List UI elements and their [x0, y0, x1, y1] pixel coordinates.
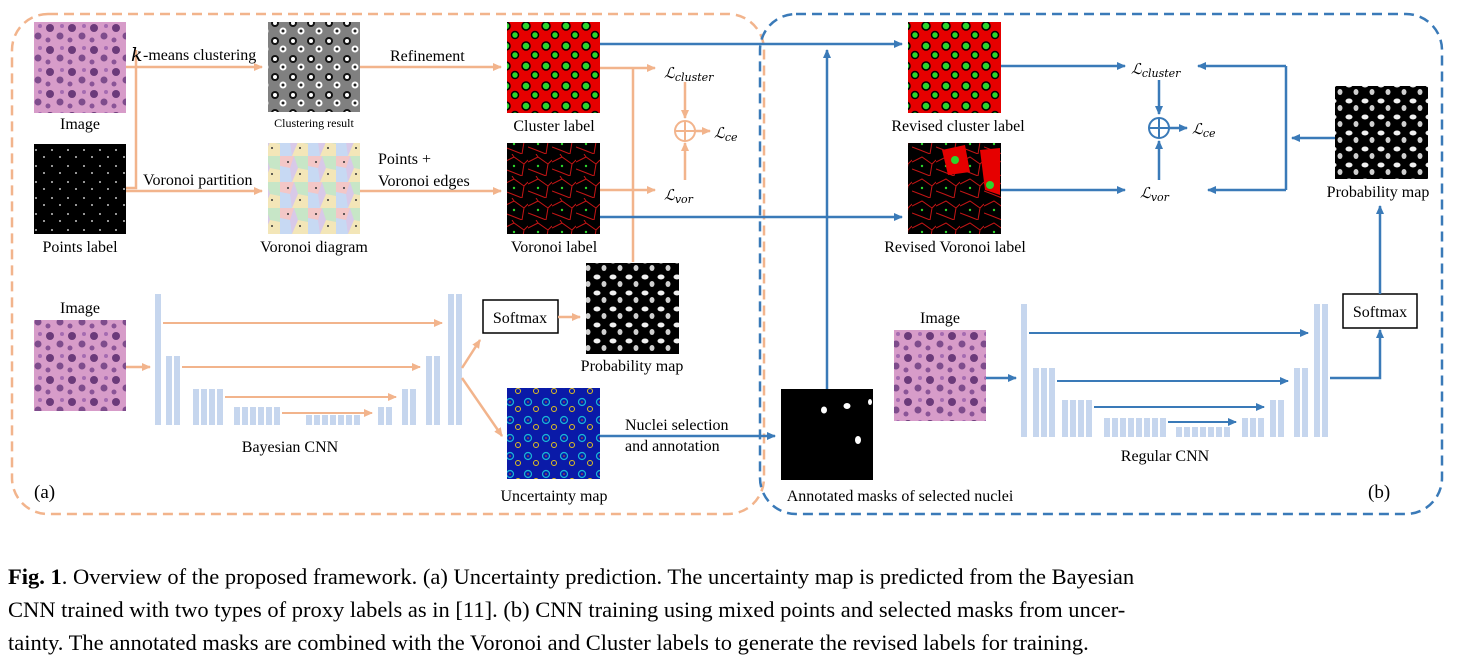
points-plus-label: Points + [378, 151, 431, 168]
voronoi-label-caption: Voronoi label [511, 239, 598, 256]
voronoi-diagram-label: Voronoi diagram [260, 239, 368, 256]
nuclei-selection-label: Nuclei selection [625, 417, 729, 434]
input-image-bottom [34, 320, 126, 411]
refinement-label: Refinement [390, 48, 465, 65]
voronoi-diagram-image [268, 143, 360, 234]
revised-voronoi-regions [942, 145, 1000, 195]
input-image-top [34, 22, 126, 113]
loss-cluster-b: ℒcluster [1131, 60, 1181, 80]
voronoi-partition-label: Voronoi partition [143, 172, 252, 189]
regular-cnn-label: Regular CNN [1121, 448, 1210, 465]
probability-map-a [586, 263, 679, 354]
probability-map-b [1335, 86, 1428, 179]
image-label-top: Image [60, 116, 100, 133]
loss-ce-a: ℒce [714, 124, 738, 144]
revised-voronoi-label-caption: Revised Voronoi label [884, 239, 1026, 256]
panel-b-frame [758, 12, 1444, 516]
cluster-label-image [507, 22, 600, 113]
voronoi-label-image [507, 143, 600, 234]
loss-ce-b: ℒce [1192, 120, 1216, 140]
annotated-mask-blobs [821, 399, 872, 444]
softmax-box-a [482, 299, 559, 334]
caption-line-1: . Overview of the proposed framework. (a… [61, 564, 1135, 589]
cluster-label-caption: Cluster label [513, 118, 595, 135]
loss-cluster-a: ℒcluster [664, 64, 714, 84]
image-label-b: Image [920, 310, 960, 327]
uncertainty-map-label: Uncertainty map [500, 488, 607, 505]
figure-caption: Fig. 1. Overview of the proposed framewo… [8, 560, 1458, 659]
caption-line-3: tainty. The annotated masks are combined… [8, 630, 1089, 655]
figure-number: Fig. 1 [8, 564, 62, 589]
regular-cnn [1021, 304, 1328, 437]
panel-b-tag: (b) [1368, 482, 1390, 503]
loss-vor-b: ℒvor [1140, 184, 1170, 204]
points-label-image [34, 144, 126, 234]
bayesian-cnn [155, 294, 462, 425]
image-label-bottom: Image [60, 300, 100, 317]
bayesian-cnn-label: Bayesian CNN [242, 439, 339, 456]
panel-a-tag: (a) [34, 482, 55, 503]
softmax-label-a: Softmax [493, 310, 547, 327]
panel-a-frame [10, 12, 766, 516]
clustering-result-image [268, 22, 360, 112]
kmeans-label: -means clustering [143, 47, 256, 64]
annotated-masks-image [781, 389, 873, 480]
framework-diagram: Image Points label Clustering result Vor… [10, 12, 1444, 516]
revised-cluster-label-caption: Revised cluster label [891, 118, 1025, 135]
revised-cluster-label-image [908, 22, 1001, 113]
uncertainty-map-image [507, 388, 600, 479]
probability-map-label-a: Probability map [581, 358, 684, 375]
and-annotation-label: and annotation [625, 438, 720, 455]
softmax-label-b: Softmax [1353, 304, 1407, 321]
caption-line-2: CNN trained with two types of proxy labe… [8, 597, 1126, 622]
clustering-result-label: Clustering result [274, 116, 354, 130]
loss-vor-a: ℒvor [664, 186, 694, 206]
kmeans-k: k [131, 44, 143, 66]
input-image-b [894, 330, 986, 421]
points-label-caption: Points label [42, 239, 118, 256]
annotated-masks-label: Annotated masks of selected nuclei [787, 488, 1014, 505]
voronoi-edges-label: Voronoi edges [378, 173, 470, 190]
probability-map-label-b: Probability map [1327, 184, 1430, 201]
